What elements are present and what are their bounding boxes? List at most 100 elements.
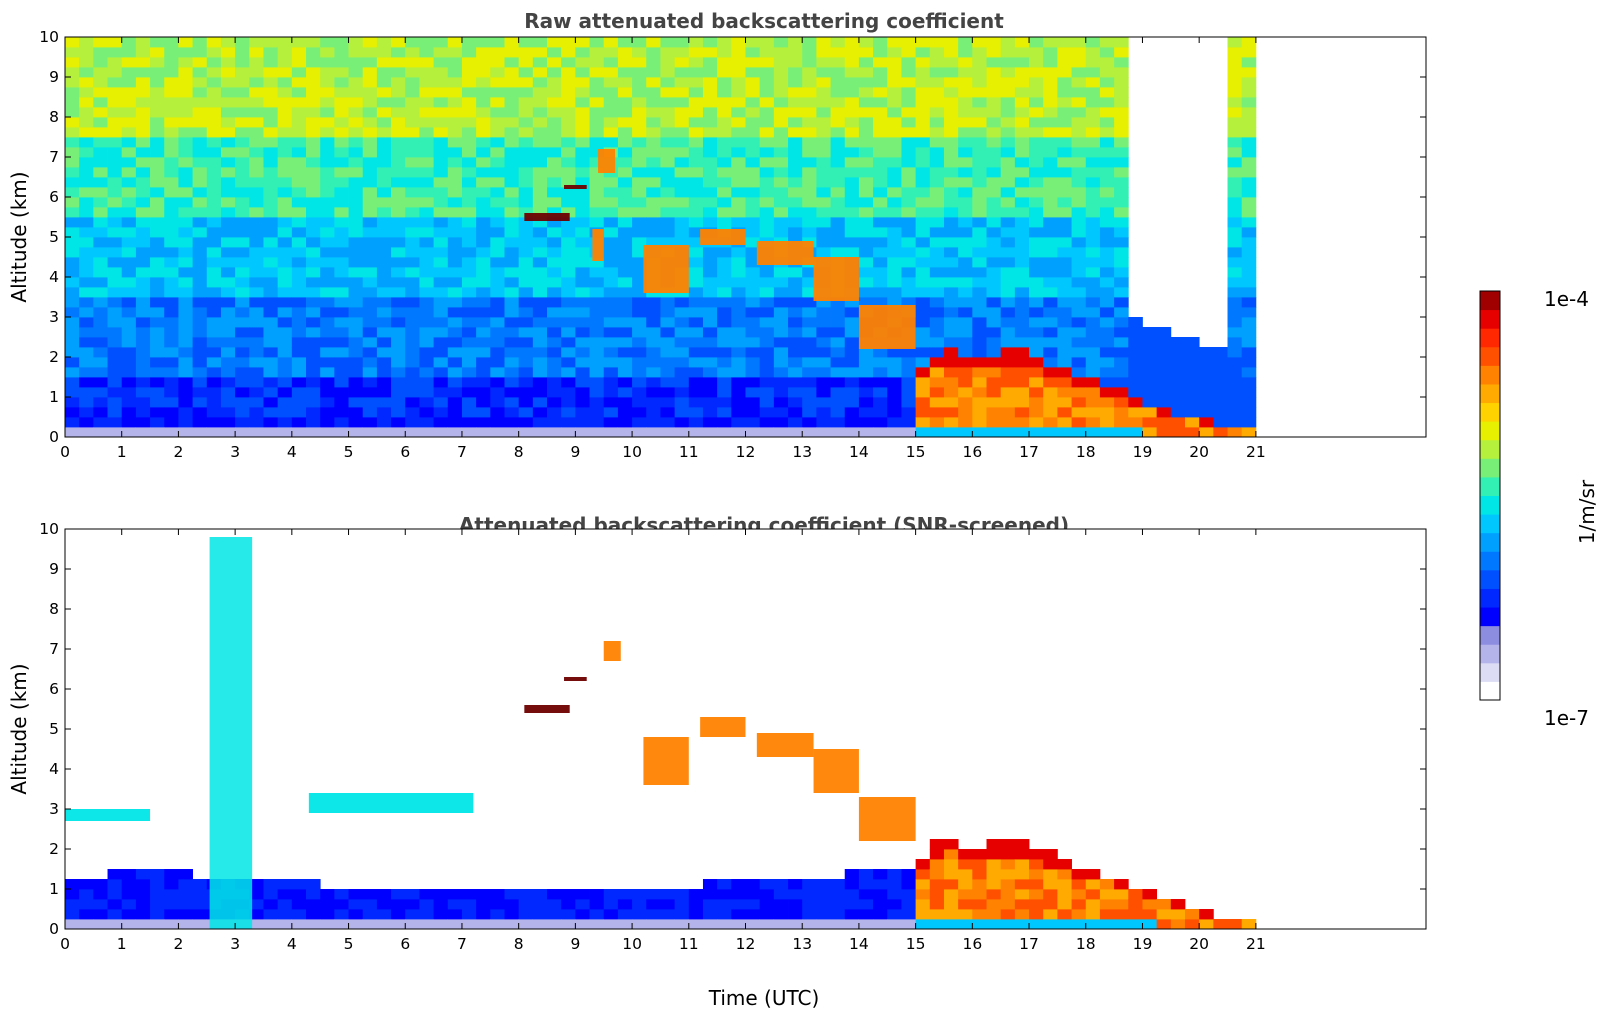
heatmap-cell [65, 367, 80, 378]
heatmap-cell [759, 207, 775, 218]
heatmap-cell [887, 137, 902, 148]
heatmap-cell [532, 177, 548, 188]
heatmap-cell [1184, 909, 1200, 920]
heatmap-cell [547, 97, 562, 108]
heatmap-cell [150, 117, 165, 128]
heatmap-cell [135, 77, 151, 88]
heatmap-cell [646, 207, 661, 218]
heatmap-cell [816, 377, 831, 388]
heatmap-cell [816, 167, 831, 178]
heatmap-cell [192, 909, 208, 920]
heatmap-cell [235, 187, 250, 198]
heatmap-cell [405, 317, 420, 328]
heatmap-cell [419, 247, 435, 258]
heatmap-cell [277, 107, 293, 118]
heatmap-cell [844, 367, 860, 378]
heatmap-cell [532, 187, 548, 198]
heatmap-cell [1241, 357, 1257, 368]
heatmap-cell [376, 387, 392, 398]
top-panel-title: Raw attenuated backscattering coefficien… [524, 9, 1004, 33]
heatmap-cell [306, 377, 321, 388]
heatmap-cell [773, 337, 789, 348]
heatmap-cell [150, 277, 165, 288]
heatmap-cell [1014, 147, 1030, 158]
heatmap-cell [476, 117, 491, 128]
heatmap-cell [1057, 297, 1072, 308]
heatmap-cell [759, 277, 775, 288]
y-tick-label: 5 [49, 720, 59, 738]
heatmap-cell [1014, 337, 1030, 348]
heatmap-cell [334, 67, 349, 78]
heatmap-cell [1114, 317, 1129, 328]
heatmap-cell [702, 317, 718, 328]
heatmap-cell [93, 137, 108, 148]
heatmap-cell [702, 107, 718, 118]
heatmap-cell [788, 397, 803, 408]
heatmap-cell [1199, 919, 1214, 930]
heatmap-cell [816, 427, 831, 438]
heatmap-cell [943, 137, 959, 148]
heatmap-cell [164, 899, 179, 910]
heatmap-cell [235, 277, 250, 288]
heatmap-cell [1057, 87, 1072, 98]
heatmap-cell [561, 167, 576, 178]
heatmap-cell [858, 147, 874, 158]
feature-cloud [643, 245, 689, 293]
heatmap-cell [1000, 57, 1016, 68]
heatmap-cell [206, 107, 222, 118]
heatmap-cell [1099, 919, 1115, 930]
heatmap-cell [376, 47, 392, 58]
heatmap-cell [362, 187, 378, 198]
heatmap-cell [660, 227, 676, 238]
x-tick-label: 2 [173, 443, 183, 461]
heatmap-cell [788, 327, 803, 338]
heatmap-cell [518, 107, 534, 118]
heatmap-cell [575, 367, 590, 378]
heatmap-cell [306, 347, 321, 358]
heatmap-cell [646, 317, 661, 328]
heatmap-cell [291, 47, 307, 58]
heatmap-cell [291, 147, 307, 158]
heatmap-cell [802, 197, 817, 208]
heatmap-cell [745, 347, 761, 358]
heatmap-cell [178, 137, 193, 148]
heatmap-cell [376, 207, 392, 218]
heatmap-cell [901, 97, 917, 108]
heatmap-cell [660, 407, 676, 418]
heatmap-cell [1085, 909, 1101, 920]
heatmap-cell [561, 407, 576, 418]
heatmap-cell [816, 207, 831, 218]
heatmap-cell [405, 387, 420, 398]
heatmap-cell [178, 97, 193, 108]
heatmap-cell [887, 67, 902, 78]
heatmap-cell [660, 899, 676, 910]
heatmap-cell [603, 137, 619, 148]
heatmap-cell [745, 127, 761, 138]
heatmap-cell [348, 377, 364, 388]
heatmap-cell [79, 187, 94, 198]
heatmap-cell [1071, 57, 1087, 68]
heatmap-cell [220, 347, 236, 358]
heatmap-cell [1114, 97, 1129, 108]
heatmap-cell [915, 247, 931, 258]
heatmap-cell [717, 127, 732, 138]
heatmap-cell [773, 107, 789, 118]
heatmap-cell [731, 117, 746, 128]
heatmap-cell [334, 427, 349, 438]
heatmap-cell [1014, 387, 1030, 398]
heatmap-cell [121, 407, 137, 418]
y-tick-label: 9 [49, 68, 59, 86]
heatmap-cell [1057, 207, 1072, 218]
heatmap-cell [887, 47, 902, 58]
heatmap-cell [646, 217, 661, 228]
heatmap-cell [235, 287, 250, 298]
heatmap-cell [306, 177, 321, 188]
heatmap-cell [547, 417, 562, 428]
heatmap-cell [561, 267, 576, 278]
heatmap-cell [391, 247, 406, 258]
heatmap-cell [206, 217, 222, 228]
heatmap-cell [1227, 197, 1243, 208]
heatmap-cell [320, 397, 335, 408]
heatmap-cell [901, 237, 917, 248]
heatmap-cell [476, 177, 491, 188]
